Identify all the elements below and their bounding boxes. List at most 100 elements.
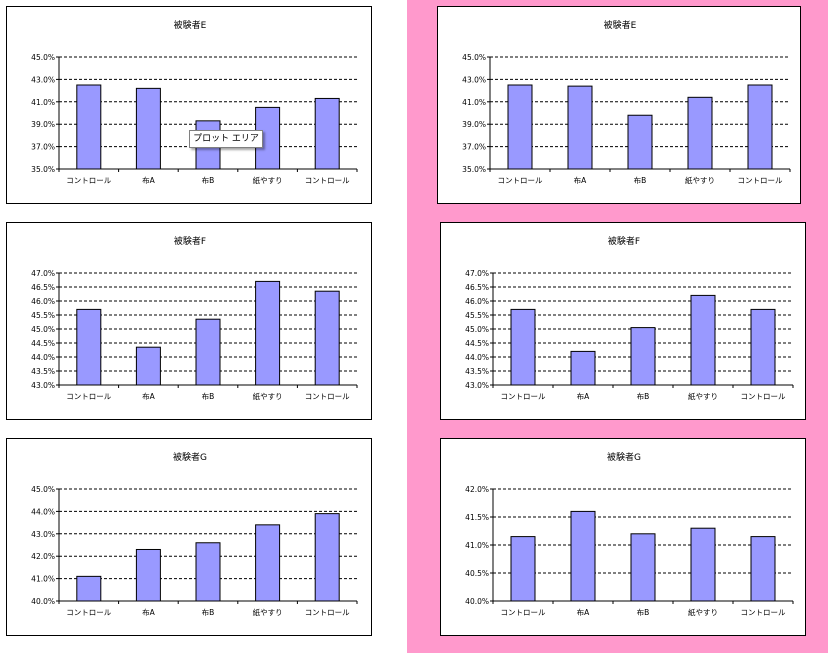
x-tick-label: コントロール <box>741 392 786 401</box>
bar[interactable] <box>314 97 340 170</box>
bar[interactable] <box>195 542 221 602</box>
chart-svg: 被験者F 43.0% 43.5% 44.0% 44.5% 45.0% 45.5% 46.0% 4… <box>465 235 794 401</box>
y-tick-label: 45.5% <box>465 311 489 320</box>
y-tick-label: 41.0% <box>465 541 489 550</box>
chart-title: 被験者G <box>607 451 641 463</box>
chart-4[interactable]: 被験者E 35.0% 37.0% 39.0% 41.0% 43.0% 45.0% コントロール… <box>437 6 801 204</box>
bar[interactable] <box>750 536 776 602</box>
y-tick-label: 41.0% <box>462 98 486 107</box>
y-tick-label: 43.0% <box>462 75 486 84</box>
y-tick-label: 39.0% <box>462 120 486 129</box>
chart-1[interactable]: 被験者E 35.0% 37.0% 39.0% 41.0% 43.0% 45.0% コントロール… <box>6 6 372 204</box>
chart-svg: 被験者F 43.0% 43.5% 44.0% 44.5% 45.0% 45.5% 46.0% 4… <box>31 235 358 401</box>
bar[interactable] <box>567 85 593 170</box>
x-tick-label: 布B <box>202 175 215 185</box>
x-tick-label: 布A <box>577 391 590 401</box>
chart-svg: 被験者E 35.0% 37.0% 39.0% 41.0% 43.0% 45.0% コントロール… <box>31 19 358 185</box>
bar[interactable] <box>627 114 653 170</box>
x-tick-label: 布A <box>142 175 155 185</box>
bar[interactable] <box>690 294 716 386</box>
x-tick-label: 紙やすり <box>688 391 718 401</box>
y-tick-label: 43.0% <box>31 381 55 390</box>
chart-title: 被験者G <box>173 451 207 463</box>
bar[interactable] <box>750 308 776 386</box>
x-tick-label: 布A <box>574 175 587 185</box>
x-tick-label: コントロール <box>501 392 546 401</box>
bar[interactable] <box>510 308 536 386</box>
x-tick-label: コントロール <box>305 392 350 401</box>
bar[interactable] <box>135 87 161 170</box>
bar[interactable] <box>135 548 161 602</box>
bar[interactable] <box>76 84 102 170</box>
x-tick-label: 布B <box>634 175 647 185</box>
y-tick-label: 47.0% <box>31 269 55 278</box>
x-tick-label: コントロール <box>305 176 350 185</box>
y-tick-label: 44.0% <box>31 507 55 516</box>
x-tick-label: 布A <box>577 607 590 617</box>
chart-3[interactable]: 被験者G 40.0% 41.0% 42.0% 43.0% 44.0% 45.0% コントロール… <box>6 438 372 636</box>
chart-svg: 被験者E 35.0% 37.0% 39.0% 41.0% 43.0% 45.0% コントロール… <box>462 19 791 185</box>
chart-2[interactable]: 被験者F 43.0% 43.5% 44.0% 44.5% 45.0% 45.5% 46.0% 4… <box>6 222 372 420</box>
bar[interactable] <box>507 84 533 170</box>
y-tick-label: 45.0% <box>462 53 486 62</box>
y-tick-label: 45.0% <box>31 325 55 334</box>
y-tick-label: 45.0% <box>31 485 55 494</box>
x-tick-label: 布A <box>142 391 155 401</box>
y-tick-label: 40.0% <box>31 597 55 606</box>
chart-title: 被験者F <box>174 235 206 247</box>
y-tick-label: 41.0% <box>31 575 55 584</box>
y-tick-label: 43.0% <box>465 381 489 390</box>
y-tick-label: 35.0% <box>31 165 55 174</box>
y-tick-label: 44.0% <box>465 353 489 362</box>
x-tick-label: コントロール <box>501 608 546 617</box>
y-tick-label: 44.5% <box>465 339 489 348</box>
bar[interactable] <box>76 308 102 386</box>
y-tick-label: 44.0% <box>31 353 55 362</box>
chart-6[interactable]: 被験者G 40.0% 40.5% 41.0% 41.5% 42.0% コントロール 布A 布B 紙… <box>440 438 806 636</box>
bar[interactable] <box>570 350 596 386</box>
y-tick-label: 42.0% <box>31 552 55 561</box>
x-tick-label: 布B <box>202 391 215 401</box>
y-tick-label: 43.0% <box>31 75 55 84</box>
bar[interactable] <box>195 318 221 386</box>
bar[interactable] <box>135 346 161 386</box>
y-tick-label: 43.5% <box>31 367 55 376</box>
y-tick-label: 40.5% <box>465 569 489 578</box>
bar[interactable] <box>314 290 340 386</box>
bar[interactable] <box>255 280 281 386</box>
y-tick-label: 42.0% <box>465 485 489 494</box>
chart-title: 被験者E <box>604 19 637 31</box>
x-tick-label: コントロール <box>741 608 786 617</box>
bar[interactable] <box>747 84 773 170</box>
y-tick-label: 43.0% <box>31 530 55 539</box>
y-tick-label: 41.5% <box>465 513 489 522</box>
y-tick-label: 45.5% <box>31 311 55 320</box>
bar[interactable] <box>690 527 716 602</box>
bar[interactable] <box>630 327 656 386</box>
y-tick-label: 46.0% <box>465 297 489 306</box>
x-tick-label: コントロール <box>305 608 350 617</box>
x-tick-label: コントロール <box>738 176 783 185</box>
bar[interactable] <box>510 536 536 602</box>
y-tick-label: 37.0% <box>462 143 486 152</box>
chart-svg: 被験者G 40.0% 40.5% 41.0% 41.5% 42.0% コントロール 布A 布B 紙… <box>465 451 794 617</box>
chart-svg: 被験者G 40.0% 41.0% 42.0% 43.0% 44.0% 45.0% コントロール… <box>31 451 358 617</box>
bar[interactable] <box>76 575 102 602</box>
x-tick-label: 紙やすり <box>688 607 718 617</box>
chart-5[interactable]: 被験者F 43.0% 43.5% 44.0% 44.5% 45.0% 45.5% 46.0% 4… <box>440 222 806 420</box>
bar[interactable] <box>255 524 281 602</box>
chart-title: 被験者F <box>608 235 640 247</box>
bar[interactable] <box>630 533 656 602</box>
x-tick-label: コントロール <box>66 176 111 185</box>
y-tick-label: 35.0% <box>462 165 486 174</box>
y-tick-label: 43.5% <box>465 367 489 376</box>
y-tick-label: 45.0% <box>465 325 489 334</box>
x-tick-label: 布B <box>637 607 650 617</box>
x-tick-label: コントロール <box>66 392 111 401</box>
x-tick-label: 布B <box>637 391 650 401</box>
bar[interactable] <box>314 513 340 602</box>
bar[interactable] <box>687 96 713 170</box>
y-tick-label: 46.0% <box>31 297 55 306</box>
x-tick-label: 紙やすり <box>253 391 283 401</box>
bar[interactable] <box>570 510 596 602</box>
